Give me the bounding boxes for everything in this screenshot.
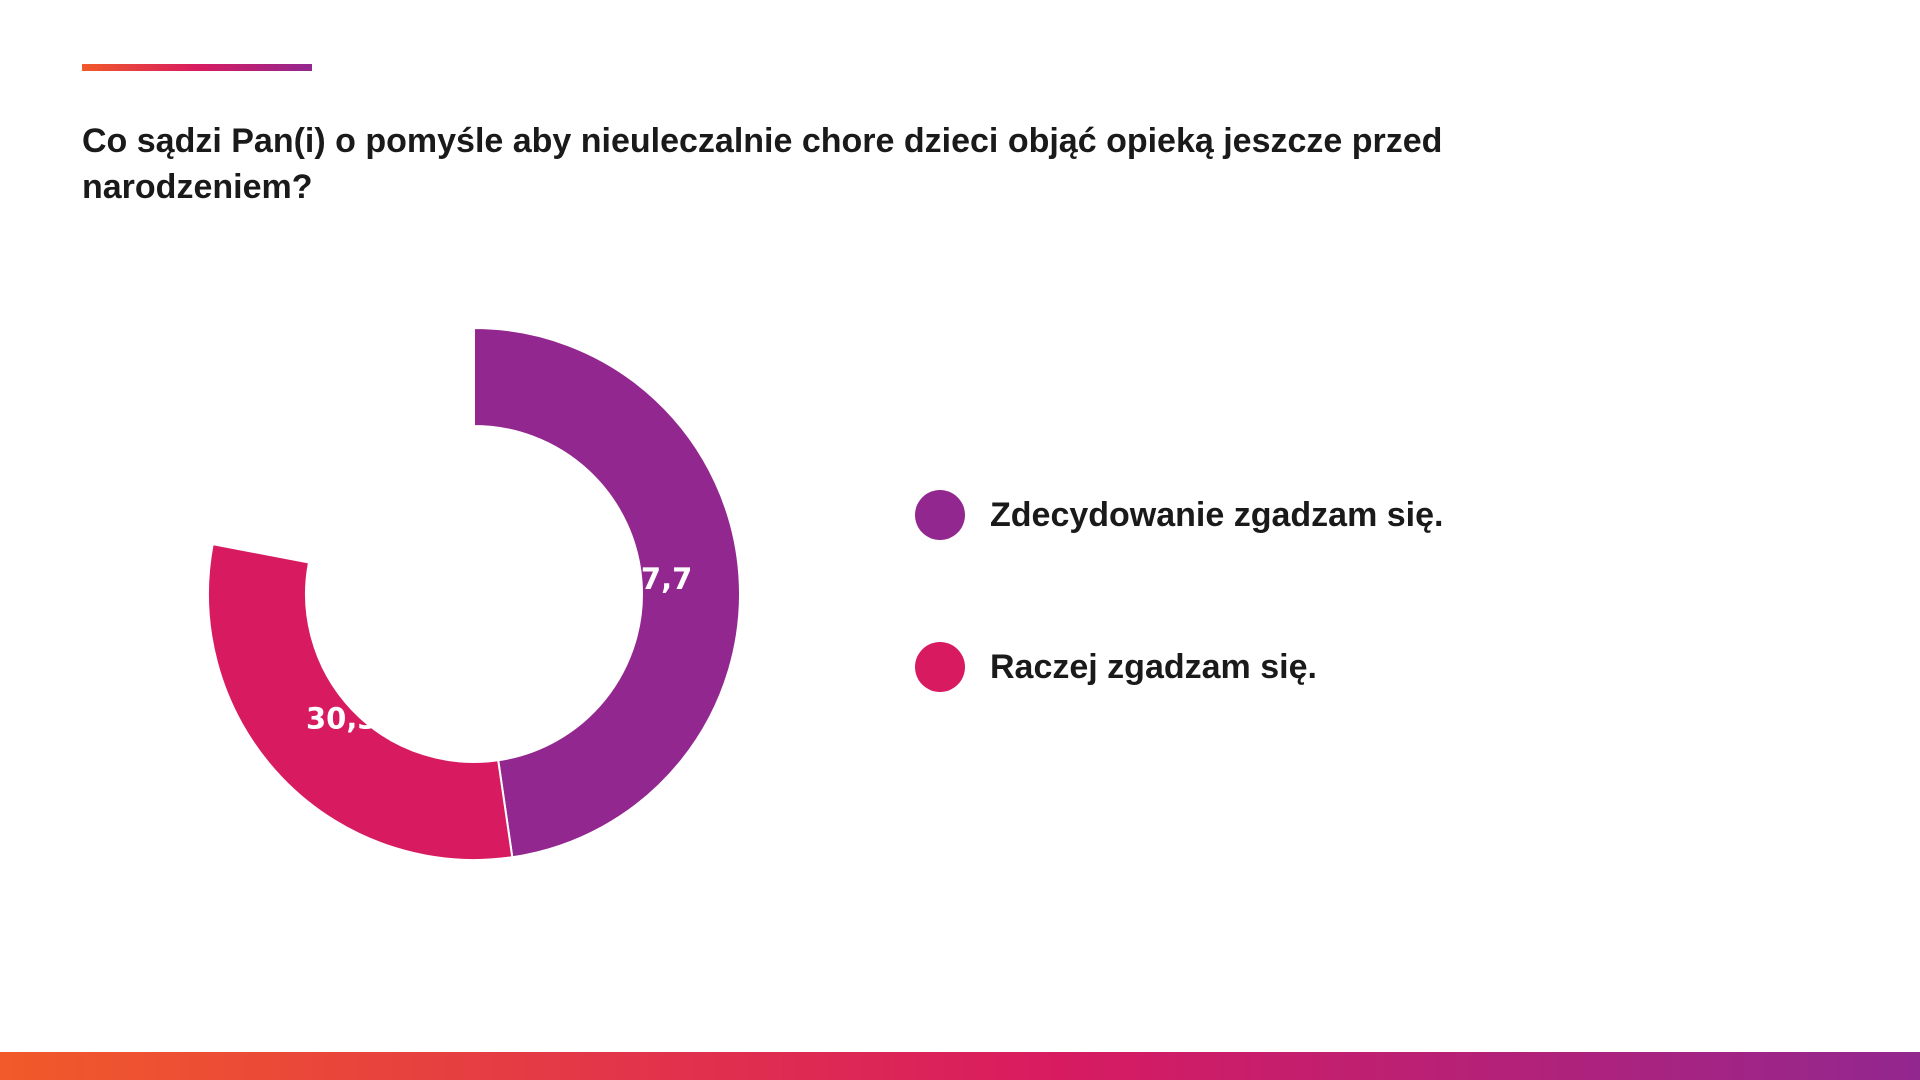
slice-zdecydowanie — [473, 326, 741, 859]
legend-item-zdecydowanie: Zdecydowanie zgadzam się. — [915, 490, 1443, 540]
legend-swatch-raczej — [915, 642, 965, 692]
bottom-gradient-bar — [0, 1052, 1920, 1080]
legend-item-raczej: Raczej zgadzam się. — [915, 642, 1317, 692]
question-title: Co sądzi Pan(i) o pomyśle aby nieuleczal… — [82, 122, 1443, 206]
donut-slices — [207, 326, 741, 861]
legend-label-raczej: Raczej zgadzam się. — [990, 647, 1317, 686]
legend-label-zdecydowanie: Zdecydowanie zgadzam się. — [990, 495, 1444, 534]
donut-value-labels: 47,7 30,3 — [306, 562, 692, 736]
legend-swatch-zdecydowanie — [915, 490, 965, 540]
slice-label-raczej: 30,3 — [306, 702, 378, 736]
slice-raczej — [207, 542, 514, 861]
top-accent-line — [82, 64, 312, 71]
slice-label-zdecydowanie: 47,7 — [621, 562, 693, 596]
